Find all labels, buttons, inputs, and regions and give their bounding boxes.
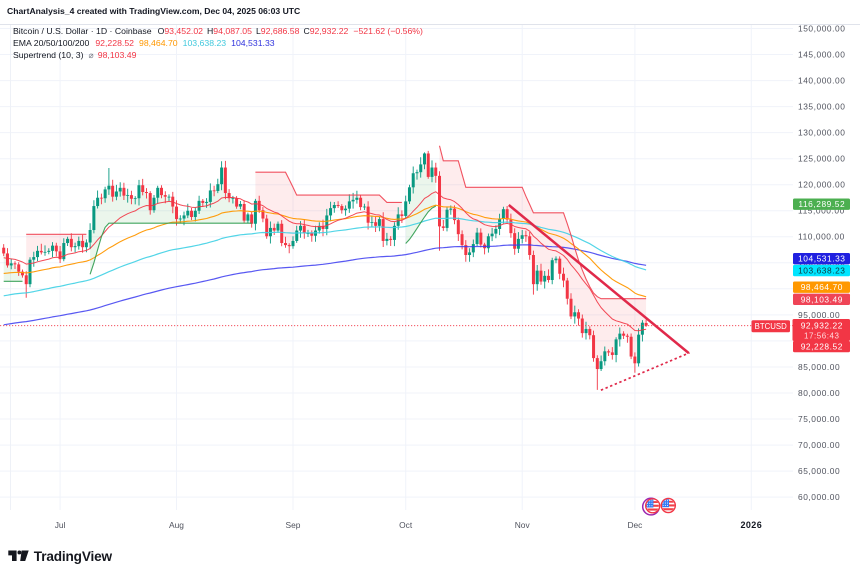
- svg-text:BTCUSD: BTCUSD: [755, 322, 787, 331]
- svg-text:70,000.00: 70,000.00: [798, 440, 840, 450]
- svg-text:103,638.23: 103,638.23: [798, 266, 845, 276]
- svg-text:150,000.00: 150,000.00: [798, 23, 845, 33]
- svg-text:Nov: Nov: [515, 520, 531, 530]
- svg-text:120,000.00: 120,000.00: [798, 180, 845, 190]
- svg-text:17:56:43: 17:56:43: [804, 332, 840, 341]
- svg-text:Bitcoin / U.S. Dollar · 1D · C: Bitcoin / U.S. Dollar · 1D · Coinbase O93…: [13, 26, 423, 36]
- svg-text:Aug: Aug: [169, 520, 184, 530]
- svg-text:135,000.00: 135,000.00: [798, 102, 845, 112]
- svg-text:Supertrend (10, 3)⌀98,103.49: Supertrend (10, 3) ⌀ 98,103.49: [13, 50, 137, 60]
- svg-text:Oct: Oct: [399, 520, 413, 530]
- svg-text:92,228.52: 92,228.52: [801, 342, 843, 352]
- svg-text:Jul: Jul: [55, 520, 66, 530]
- svg-text:ChartAnalysis_4 created with T: ChartAnalysis_4 created with TradingView…: [7, 6, 300, 16]
- svg-text:110,000.00: 110,000.00: [798, 232, 845, 242]
- svg-text:125,000.00: 125,000.00: [798, 154, 845, 164]
- svg-text:Sep: Sep: [286, 520, 301, 530]
- svg-text:Dec: Dec: [627, 520, 642, 530]
- svg-text:60,000.00: 60,000.00: [798, 492, 840, 502]
- svg-text:80,000.00: 80,000.00: [798, 388, 840, 398]
- svg-text:98,103.49: 98,103.49: [801, 294, 843, 304]
- svg-text:75,000.00: 75,000.00: [798, 414, 840, 424]
- svg-text:115,000.00: 115,000.00: [798, 206, 845, 216]
- svg-text:104,531.33: 104,531.33: [798, 254, 845, 264]
- svg-text:130,000.00: 130,000.00: [798, 128, 845, 138]
- svg-text:98,464.70: 98,464.70: [801, 282, 843, 292]
- svg-text:TradingView: TradingView: [34, 549, 113, 564]
- svg-text:92,932.22: 92,932.22: [801, 320, 843, 330]
- svg-text:2026: 2026: [740, 520, 762, 530]
- svg-text:145,000.00: 145,000.00: [798, 49, 845, 59]
- svg-text:65,000.00: 65,000.00: [798, 466, 840, 476]
- svg-text:140,000.00: 140,000.00: [798, 76, 845, 86]
- svg-text:85,000.00: 85,000.00: [798, 362, 840, 372]
- svg-text:95,000.00: 95,000.00: [798, 310, 840, 320]
- svg-text:116,289.52: 116,289.52: [798, 199, 845, 209]
